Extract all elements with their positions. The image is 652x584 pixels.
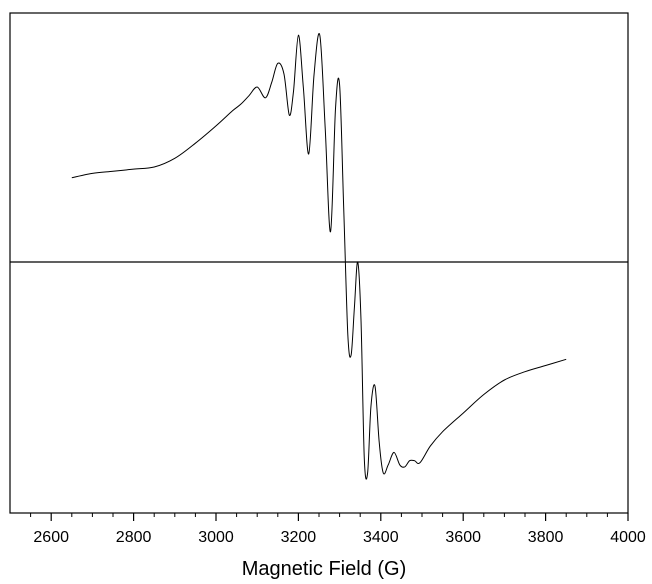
x-tick-label: 4000 bbox=[610, 529, 646, 546]
x-tick-label: 3600 bbox=[445, 529, 481, 546]
x-tick-label: 3200 bbox=[281, 529, 317, 546]
x-tick-label: 2800 bbox=[116, 529, 152, 546]
plot-frame bbox=[9, 12, 629, 514]
x-axis-title: Magnetic Field (G) bbox=[242, 558, 407, 580]
spectrum-line bbox=[71, 32, 567, 480]
x-axis: 2600 2800 3000 3200 3400 3600 3800 4000 bbox=[30, 513, 646, 546]
x-tick-label: 3000 bbox=[198, 529, 234, 546]
x-tick-label: 3400 bbox=[363, 529, 399, 546]
x-tick-label: 2600 bbox=[33, 529, 69, 546]
plot-area bbox=[9, 12, 629, 514]
x-tick-label: 3800 bbox=[528, 529, 564, 546]
